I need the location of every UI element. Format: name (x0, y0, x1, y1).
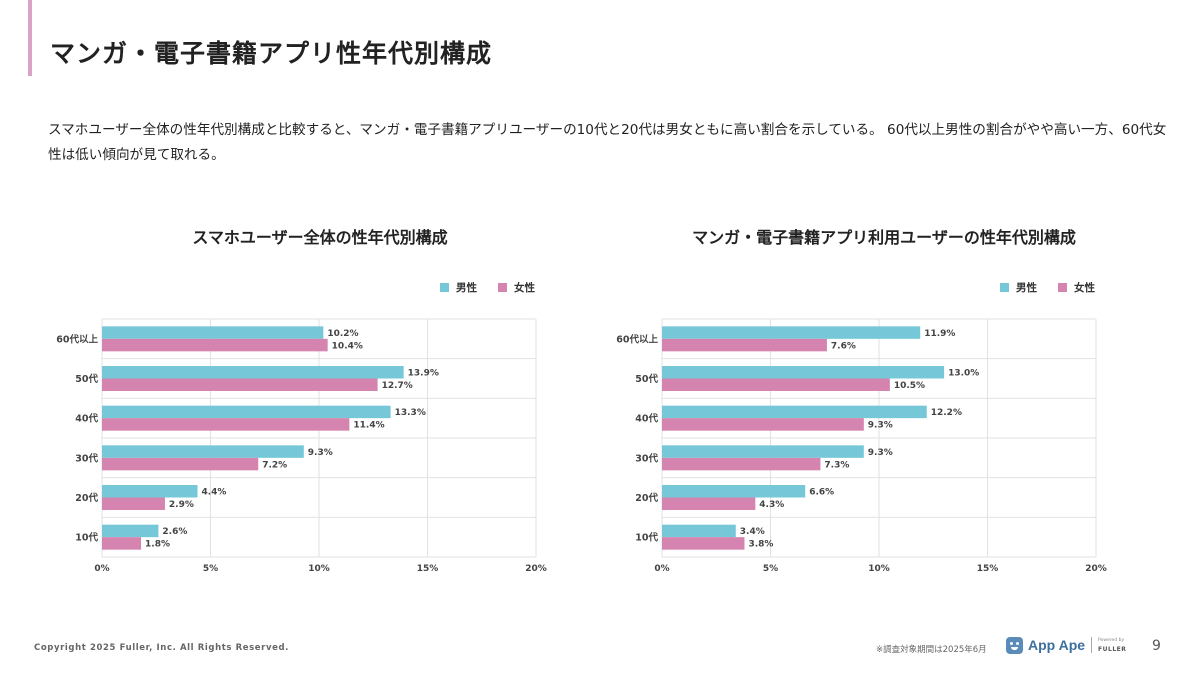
bar-female (102, 378, 378, 391)
data-label-female: 3.8% (748, 540, 773, 550)
bar-female (662, 338, 827, 352)
y-category-label: 20代 (635, 492, 658, 504)
data-label-female: 2.9% (169, 500, 194, 510)
data-label-female: 11.4% (353, 421, 384, 431)
bar-male (662, 405, 927, 419)
legend-label-male: 男性 (1016, 281, 1038, 294)
x-tick-label: 15% (977, 564, 999, 574)
x-tick-label: 5% (203, 564, 218, 574)
legend-label-male: 男性 (456, 281, 477, 294)
data-label-female: 12.7% (382, 381, 413, 391)
y-category-label: 20代 (75, 492, 98, 504)
x-tick-label: 5% (763, 564, 778, 574)
bar-female (662, 537, 745, 550)
page-title: マンガ・電子書籍アプリ性年代別構成 (50, 39, 493, 68)
bar-male (102, 326, 324, 339)
bar-female (102, 537, 142, 550)
brand-divider (1091, 637, 1093, 653)
y-category-label: 50代 (75, 373, 98, 385)
bar-female (102, 418, 350, 431)
y-category-label: 10代 (635, 532, 658, 544)
bar-male (662, 366, 945, 379)
data-label-female: 7.6% (831, 341, 856, 351)
brand-logo: App Ape Powered by FULLER (1006, 636, 1126, 654)
x-tick-label: 10% (868, 564, 890, 574)
data-label-male: 13.0% (948, 369, 979, 379)
y-category-label: 10代 (75, 532, 98, 544)
data-label-female: 10.4% (332, 341, 363, 351)
y-category-label: 50代 (635, 373, 658, 385)
page-description: スマホユーザー全体の性年代別構成と比較すると、マンガ・電子書籍アプリユーザーの1… (48, 122, 1167, 163)
data-label-female: 1.8% (145, 540, 170, 550)
bar-male (102, 405, 391, 419)
bar-female (102, 497, 165, 510)
x-tick-label: 0% (94, 564, 109, 574)
data-label-male: 9.3% (308, 448, 333, 458)
bar-male (102, 524, 159, 538)
bar-male (102, 445, 304, 458)
data-label-male: 6.6% (809, 488, 834, 498)
legend-label-female: 女性 (1074, 281, 1096, 294)
y-category-label: 30代 (75, 452, 98, 464)
data-label-female: 10.5% (894, 381, 925, 391)
data-label-female: 9.3% (868, 421, 893, 431)
chart-title-left: スマホユーザー全体の性年代別構成 (192, 228, 448, 247)
data-label-female: 7.2% (262, 460, 287, 470)
bar-male (662, 485, 806, 498)
legend-swatch-male (440, 283, 449, 292)
data-label-male: 9.3% (868, 448, 893, 458)
y-category-label: 40代 (635, 413, 658, 425)
bar-male (662, 524, 736, 538)
legend-swatch-male (1000, 283, 1009, 292)
data-label-female: 7.3% (824, 460, 849, 470)
bar-female (662, 378, 890, 391)
data-label-female: 4.3% (759, 500, 784, 510)
data-label-male: 2.6% (162, 527, 187, 537)
data-label-male: 10.2% (327, 329, 358, 339)
legend-swatch-female (1058, 283, 1067, 292)
bar-female (102, 457, 259, 471)
title-accent-bar (28, 0, 32, 76)
x-tick-label: 20% (525, 564, 547, 574)
data-label-male: 13.3% (395, 408, 426, 418)
brand-fuller-label: FULLER (1098, 646, 1127, 653)
chart-manga-app-users: 男性 女性 0% 5% 10% 15% 20% 60代以上 11.9% 7.6% 50代 13.0% 1… (616, 281, 1107, 574)
data-label-male: 3.4% (740, 527, 765, 537)
bar-female (102, 338, 328, 352)
x-tick-label: 15% (417, 564, 439, 574)
legend-swatch-female (498, 283, 507, 292)
data-label-male: 4.4% (201, 488, 226, 498)
data-label-male: 12.2% (931, 408, 962, 418)
bar-male (662, 445, 864, 458)
data-label-male: 11.9% (924, 329, 955, 339)
survey-period-note: ※調査対象期間は2025年6月 (876, 645, 987, 655)
app-ape-icon (1006, 636, 1023, 654)
brand-powered-by: Powered by FULLER (1098, 636, 1126, 654)
y-category-label: 30代 (635, 452, 658, 464)
bar-female (662, 457, 821, 471)
bar-male (102, 366, 404, 379)
legend-label-female: 女性 (514, 281, 535, 294)
y-category-label: 60代以上 (56, 333, 98, 345)
bar-male (102, 485, 198, 498)
bar-female (662, 418, 864, 431)
bar-female (662, 497, 756, 510)
page-number: 9 (1152, 638, 1161, 654)
brand-powered-label: Powered by (1098, 638, 1125, 643)
x-tick-label: 10% (308, 564, 330, 574)
x-tick-label: 20% (1085, 564, 1107, 574)
chart-title-right: マンガ・電子書籍アプリ利用ユーザーの性年代別構成 (692, 228, 1076, 247)
chart-smartphone-users: 男性 女性 0% 5% 10% 15% 20% 60代以上 10.2% 10.4% 50代 13.9%… (56, 281, 547, 574)
copyright-text: Copyright 2025 Fuller, Inc. All Rights R… (34, 643, 289, 653)
x-tick-label: 0% (654, 564, 669, 574)
brand-name: App Ape (1028, 637, 1086, 653)
y-category-label: 40代 (75, 413, 98, 425)
bar-male (662, 326, 921, 339)
y-category-label: 60代以上 (616, 333, 658, 345)
data-label-male: 13.9% (408, 369, 439, 379)
